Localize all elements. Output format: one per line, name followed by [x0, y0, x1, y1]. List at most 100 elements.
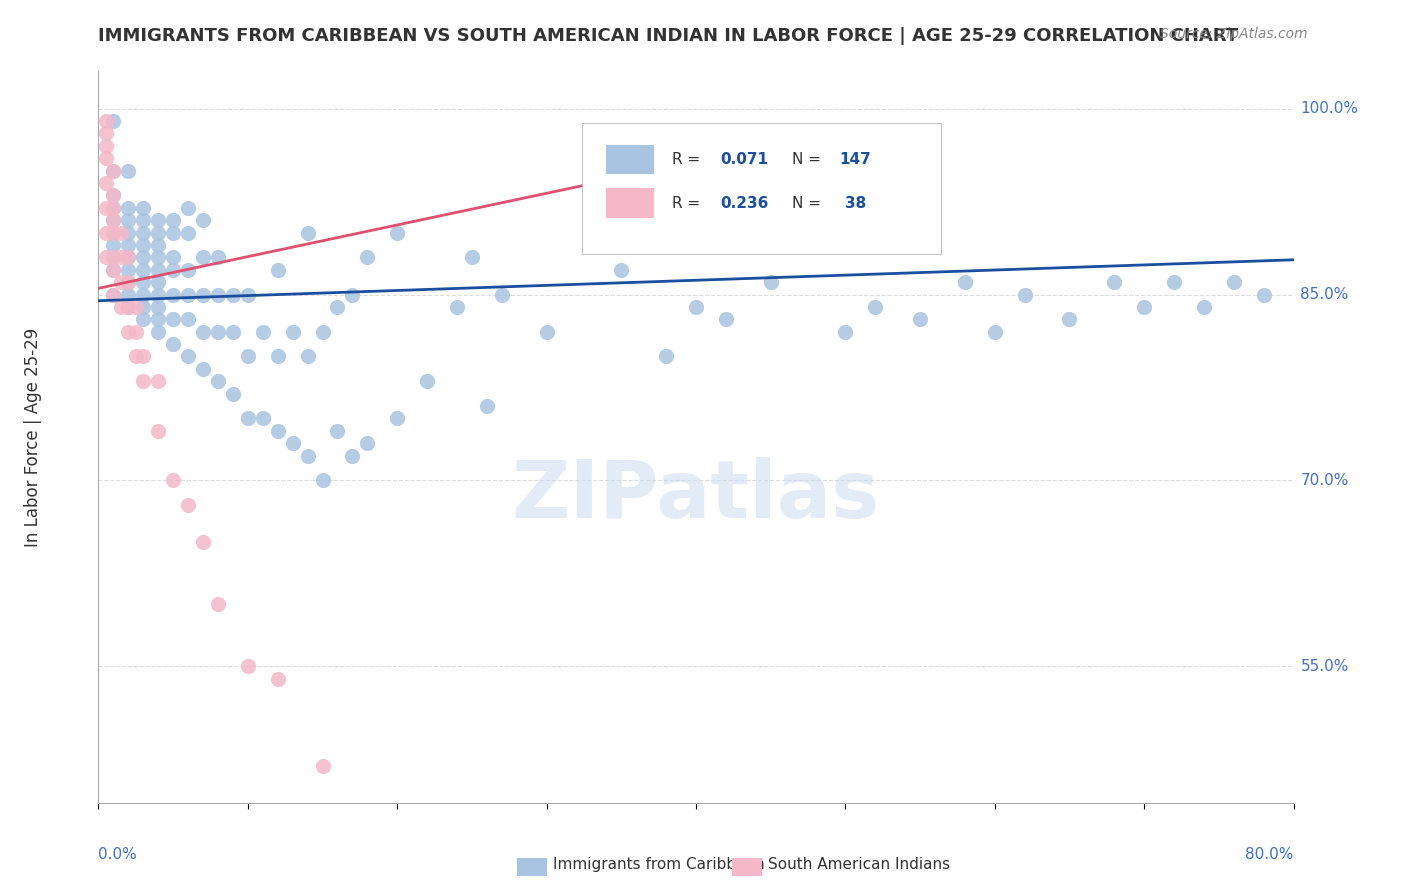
Point	[311, 474, 333, 488]
Point	[953, 275, 976, 289]
Point	[148, 312, 170, 326]
Point	[103, 262, 125, 277]
Point	[177, 226, 200, 240]
Point	[385, 226, 409, 240]
Point	[1223, 275, 1246, 289]
Point	[117, 226, 139, 240]
Point	[1014, 287, 1036, 301]
Point	[162, 312, 184, 326]
Point	[103, 250, 125, 264]
Point	[759, 275, 782, 289]
Point	[1059, 312, 1081, 326]
Point	[236, 287, 259, 301]
Point	[222, 325, 245, 339]
Point	[1163, 275, 1185, 289]
Point	[326, 424, 349, 438]
Point	[94, 126, 117, 140]
FancyBboxPatch shape	[582, 122, 941, 254]
Point	[177, 312, 200, 326]
Text: 85.0%: 85.0%	[1301, 287, 1348, 302]
Point	[714, 312, 737, 326]
Point	[191, 213, 214, 227]
Point	[132, 250, 155, 264]
Point	[177, 350, 200, 364]
Text: N =: N =	[792, 152, 825, 167]
Point	[94, 176, 117, 190]
Text: R =: R =	[672, 152, 706, 167]
Point	[491, 287, 513, 301]
Text: South American Indians: South American Indians	[768, 857, 950, 872]
Point	[177, 498, 200, 512]
Point	[117, 275, 139, 289]
Point	[132, 201, 155, 215]
Point	[103, 226, 125, 240]
Point	[132, 275, 155, 289]
Text: In Labor Force | Age 25-29: In Labor Force | Age 25-29	[24, 327, 42, 547]
Point	[222, 386, 245, 401]
Point	[148, 287, 170, 301]
Point	[117, 287, 139, 301]
Point	[207, 250, 229, 264]
Point	[536, 325, 558, 339]
Point	[117, 250, 139, 264]
Point	[655, 350, 678, 364]
Point	[162, 337, 184, 351]
Point	[252, 325, 274, 339]
Point	[191, 535, 214, 549]
Point	[236, 411, 259, 425]
Point	[148, 374, 170, 388]
Point	[132, 312, 155, 326]
Point	[908, 312, 931, 326]
Text: 0.071: 0.071	[720, 152, 768, 167]
Point	[1104, 275, 1126, 289]
Point	[103, 188, 125, 202]
Point	[191, 325, 214, 339]
Point	[162, 287, 184, 301]
Point	[125, 350, 148, 364]
Text: 0.0%: 0.0%	[98, 847, 138, 862]
Bar	[517, 858, 547, 876]
Point	[132, 374, 155, 388]
Point	[117, 213, 139, 227]
Point	[191, 250, 214, 264]
Point	[148, 325, 170, 339]
Text: 70.0%: 70.0%	[1301, 473, 1348, 488]
Point	[103, 163, 125, 178]
Point	[177, 287, 200, 301]
Text: 147: 147	[839, 152, 872, 167]
Point	[461, 250, 484, 264]
Point	[103, 238, 125, 252]
Point	[148, 275, 170, 289]
Point	[117, 300, 139, 314]
Point	[117, 201, 139, 215]
Point	[148, 213, 170, 227]
Point	[236, 659, 259, 673]
Point	[148, 262, 170, 277]
FancyBboxPatch shape	[606, 145, 654, 174]
Point	[162, 250, 184, 264]
Point	[983, 325, 1005, 339]
Point	[297, 449, 319, 463]
Text: R =: R =	[672, 195, 706, 211]
Point	[117, 250, 139, 264]
Text: IMMIGRANTS FROM CARIBBEAN VS SOUTH AMERICAN INDIAN IN LABOR FORCE | AGE 25-29 CO: IMMIGRANTS FROM CARIBBEAN VS SOUTH AMERI…	[98, 27, 1239, 45]
Point	[281, 436, 304, 450]
Text: ZIPatlas: ZIPatlas	[512, 457, 880, 534]
Bar	[733, 858, 762, 876]
Point	[132, 300, 155, 314]
Point	[207, 325, 229, 339]
Point	[311, 325, 333, 339]
Point	[610, 262, 633, 277]
Point	[117, 262, 139, 277]
Point	[125, 325, 148, 339]
Point	[117, 238, 139, 252]
Text: N =: N =	[792, 195, 825, 211]
Point	[110, 275, 132, 289]
Point	[162, 226, 184, 240]
Point	[207, 287, 229, 301]
Point	[311, 758, 333, 772]
Point	[103, 213, 125, 227]
Point	[1133, 300, 1156, 314]
Point	[117, 163, 139, 178]
Point	[94, 151, 117, 165]
